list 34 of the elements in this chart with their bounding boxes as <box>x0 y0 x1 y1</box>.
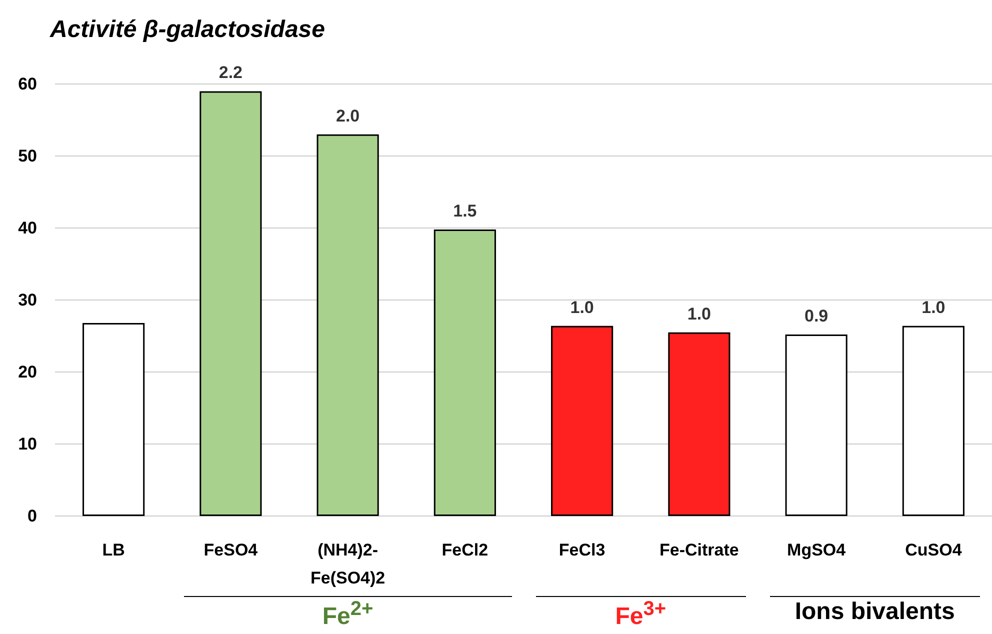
x-tick-label: FeCl2 <box>442 540 488 560</box>
annotation: 0.9 <box>804 306 828 326</box>
y-tick-label: 40 <box>18 218 37 238</box>
annotation: 1.5 <box>453 201 477 220</box>
annotation: 1.0 <box>687 304 712 324</box>
annotation: 2.2 <box>218 63 243 82</box>
annotation: 1.0 <box>922 298 946 317</box>
x-tick-label: MgSO4 <box>787 540 846 560</box>
y-tick-label: 60 <box>18 74 37 94</box>
y-tick-label: 30 <box>18 290 37 310</box>
bar <box>82 323 145 516</box>
bar <box>200 91 262 516</box>
chart-title: Activité β-galactosidase <box>50 16 325 44</box>
bar <box>551 326 614 516</box>
bar <box>434 229 496 516</box>
x-tick-label: Fe-Citrate <box>660 540 739 560</box>
text: Ions bivalents <box>794 598 956 626</box>
x-tick-label: (NH4)2- Fe(SO4)2 <box>310 540 386 588</box>
x-tick-label: LB <box>102 540 125 560</box>
x-tick-label: CuSO4 <box>905 540 962 560</box>
x-tick-label: FeSO4 <box>204 540 258 560</box>
bar <box>668 332 730 516</box>
text: Fe$^{3+}$ <box>614 598 668 631</box>
bar <box>316 134 379 516</box>
y-tick-label: 0 <box>28 506 37 526</box>
y-tick-label: 20 <box>18 362 37 382</box>
x-tick-label: FeCl3 <box>558 540 606 560</box>
text: Fe$^{2+}$ <box>321 598 374 631</box>
bar <box>902 326 964 516</box>
y-tick-label: 10 <box>18 434 37 454</box>
annotation: 1.0 <box>570 298 594 317</box>
bar <box>785 334 848 516</box>
y-tick-label: 50 <box>18 146 37 166</box>
annotation: 2.0 <box>336 106 360 126</box>
